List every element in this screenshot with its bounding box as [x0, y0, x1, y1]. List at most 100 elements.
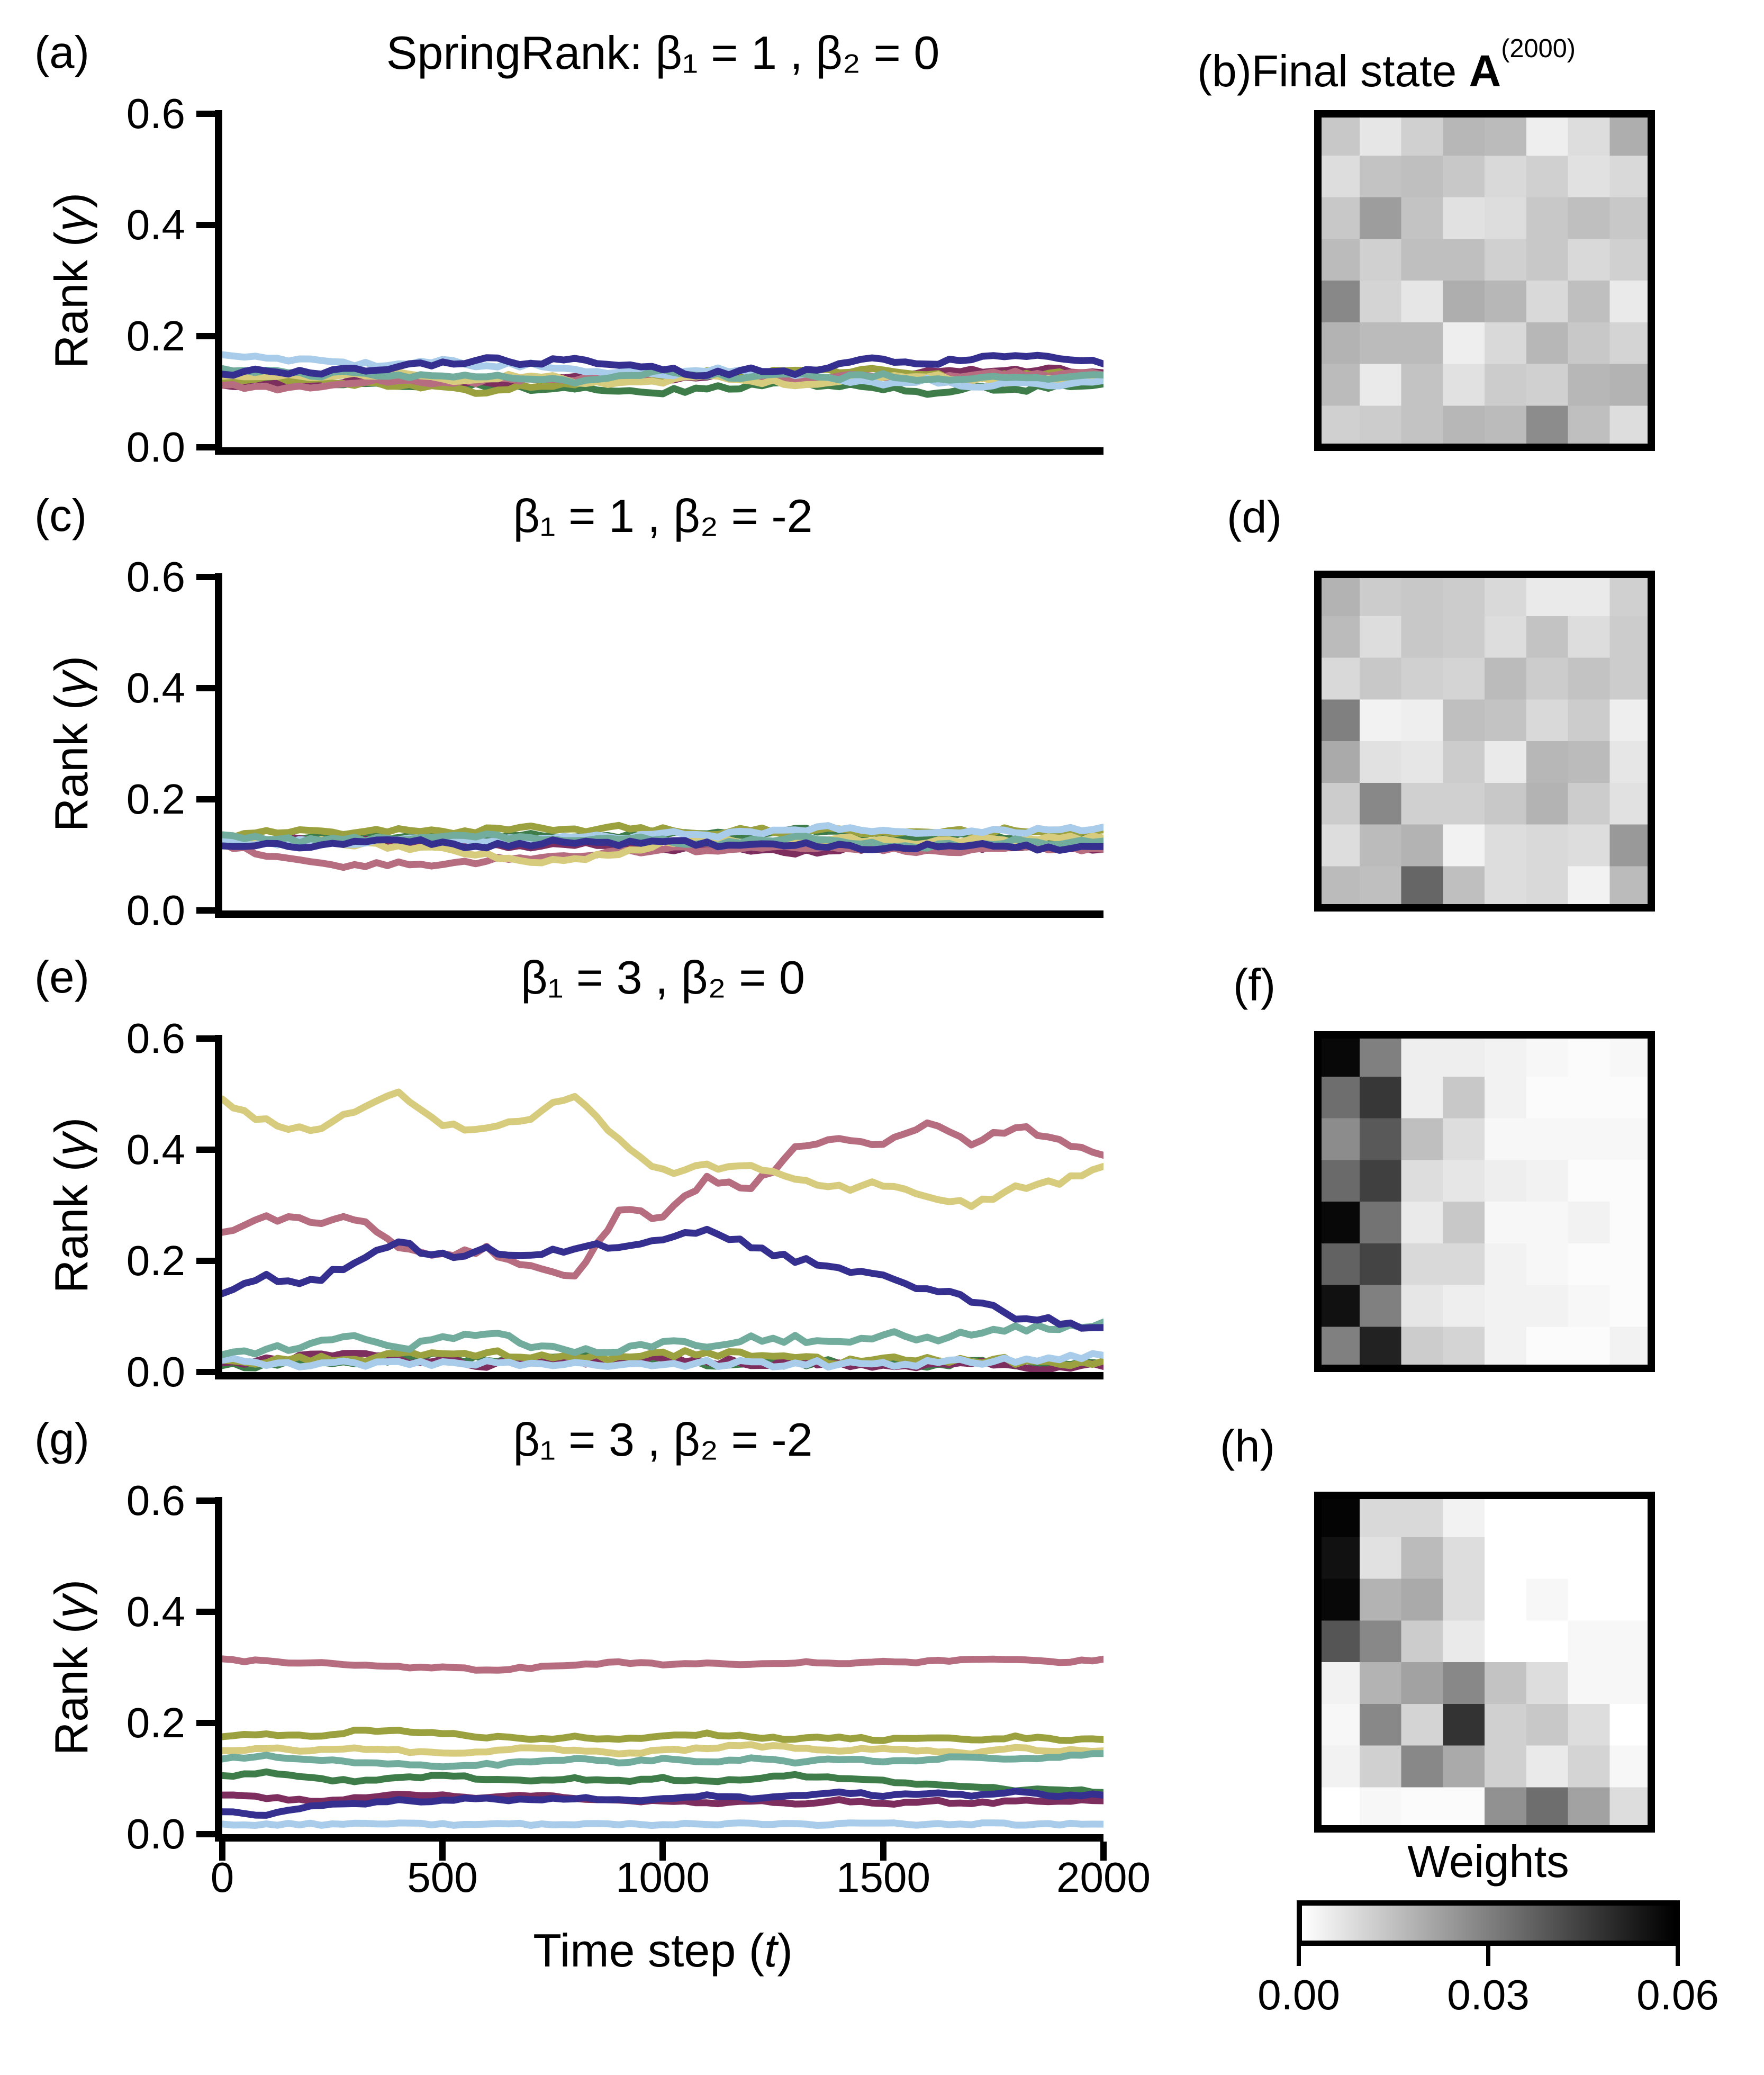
ytick-mark [196, 333, 215, 339]
heatmap-cell [1568, 824, 1611, 867]
heatmap-cell [1568, 114, 1611, 157]
heatmap-cell [1443, 699, 1486, 742]
heatmap-cell [1609, 782, 1651, 826]
panel-e-label: (e) [34, 952, 89, 1003]
heatmap-cell [1359, 574, 1403, 617]
xtick-mark [659, 1842, 666, 1861]
heatmap-cell [1359, 1787, 1403, 1829]
heatmap-cell [1485, 1745, 1527, 1788]
xtick-mark [219, 1842, 225, 1861]
heatmap-cell [1359, 281, 1403, 323]
heatmap-cell [1568, 782, 1611, 826]
heatmap-cell [1318, 1620, 1361, 1663]
matrix-symbol: A [1469, 46, 1501, 96]
heatmap-cell [1401, 1787, 1444, 1829]
heatmap-cell [1609, 1578, 1651, 1621]
heatmap-cell [1568, 322, 1611, 365]
heatmap-cell [1359, 197, 1403, 240]
heatmap-cell [1526, 782, 1569, 826]
heatmap-cell [1485, 1495, 1527, 1538]
heatmap-cell [1568, 1578, 1611, 1621]
heatmap-cell [1609, 1118, 1651, 1161]
heatmap-cell [1318, 782, 1361, 826]
heatmap-cell [1485, 616, 1527, 659]
ytick-label: 0.4 [126, 1588, 185, 1635]
heatmap-cell [1526, 1035, 1569, 1078]
heatmap-cell [1401, 616, 1444, 659]
ytick-label: 0.0 [126, 423, 185, 471]
heatmap-cell [1401, 1285, 1444, 1328]
series-navy [222, 836, 1103, 854]
heatmap-cell [1401, 1035, 1444, 1078]
heatmap-cell [1401, 405, 1444, 447]
heatmap-cell [1318, 657, 1361, 700]
heatmap-cell [1609, 1745, 1651, 1788]
heatmap-cell [1443, 1202, 1486, 1244]
heatmap-cell [1568, 741, 1611, 784]
colorbar-title: Weights [1407, 1837, 1569, 1887]
heatmap-cell [1609, 616, 1651, 659]
heatmap-cell [1609, 574, 1651, 617]
heatmap-cell [1359, 782, 1403, 826]
series-rose [222, 1655, 1103, 1674]
heatmap-cell [1485, 866, 1527, 908]
heatmap-cell [1318, 824, 1361, 867]
heatmap-cell [1401, 1662, 1444, 1705]
ytick-label: 0.6 [126, 1015, 185, 1062]
heatmap-cell [1485, 1703, 1527, 1747]
heatmap-cell [1568, 364, 1611, 407]
heatmap-cell [1485, 1662, 1527, 1705]
heatmap-cell [1568, 866, 1611, 908]
colorbar-tick-label: 0.00 [1258, 1971, 1340, 2018]
heatmap-cell [1318, 1745, 1361, 1788]
heatmap-cell [1526, 1662, 1569, 1705]
heatmap-cell [1443, 1662, 1486, 1705]
heatmap-cell [1568, 1662, 1611, 1705]
xtick-label: 1000 [616, 1854, 710, 1901]
heatmap-cell [1526, 1578, 1569, 1621]
heatmap-cell [1401, 281, 1444, 323]
panel-c-plot [222, 822, 1103, 871]
heatmap-cell [1318, 1076, 1361, 1120]
heatmap-cell [1318, 741, 1361, 784]
heatmap-cell [1318, 1243, 1361, 1286]
heatmap-cell [1526, 405, 1569, 447]
heatmap-cell [1401, 114, 1444, 157]
heatmap-cell [1359, 1537, 1403, 1580]
heatmap-cell [1526, 657, 1569, 700]
ytick-mark [196, 1831, 215, 1837]
heatmap-cell [1485, 574, 1527, 617]
ytick-mark [196, 574, 215, 580]
heatmap-cell [1526, 1745, 1569, 1788]
heatmap-cell [1443, 1703, 1486, 1747]
x-axis-spine [215, 910, 1103, 918]
y-axis-spine [215, 1035, 222, 1379]
heatmap-cell [1401, 1243, 1444, 1286]
heatmap-f [1314, 1031, 1655, 1372]
heatmap-cell [1401, 782, 1444, 826]
heatmap-cell [1609, 699, 1651, 742]
heatmap-cell [1443, 364, 1486, 407]
series-navy [222, 1788, 1103, 1819]
heatmap-cell [1359, 239, 1403, 282]
ytick-mark [196, 1720, 215, 1726]
heatmap-cell [1609, 281, 1651, 323]
heatmap-cell [1526, 197, 1569, 240]
ytick-mark [196, 1258, 215, 1264]
heatmap-cell [1485, 1118, 1527, 1161]
heatmap-cell [1318, 1537, 1361, 1580]
heatmap-cell [1318, 197, 1361, 240]
heatmap-cell [1359, 1160, 1403, 1203]
heatmap-cell [1526, 1285, 1569, 1328]
heatmap-cell [1526, 1202, 1569, 1244]
heatmap-cell [1318, 1160, 1361, 1203]
heatmap-cell [1318, 1285, 1361, 1328]
heatmap-cell [1526, 1703, 1569, 1747]
heatmap-cell [1401, 197, 1444, 240]
heatmap-cell [1526, 1537, 1569, 1580]
heatmap-cell [1318, 281, 1361, 323]
heatmap-cell [1609, 1703, 1651, 1747]
heatmap-cell [1443, 1035, 1486, 1078]
ytick-mark [196, 796, 215, 802]
panel-d-label: (d) [1227, 492, 1282, 543]
